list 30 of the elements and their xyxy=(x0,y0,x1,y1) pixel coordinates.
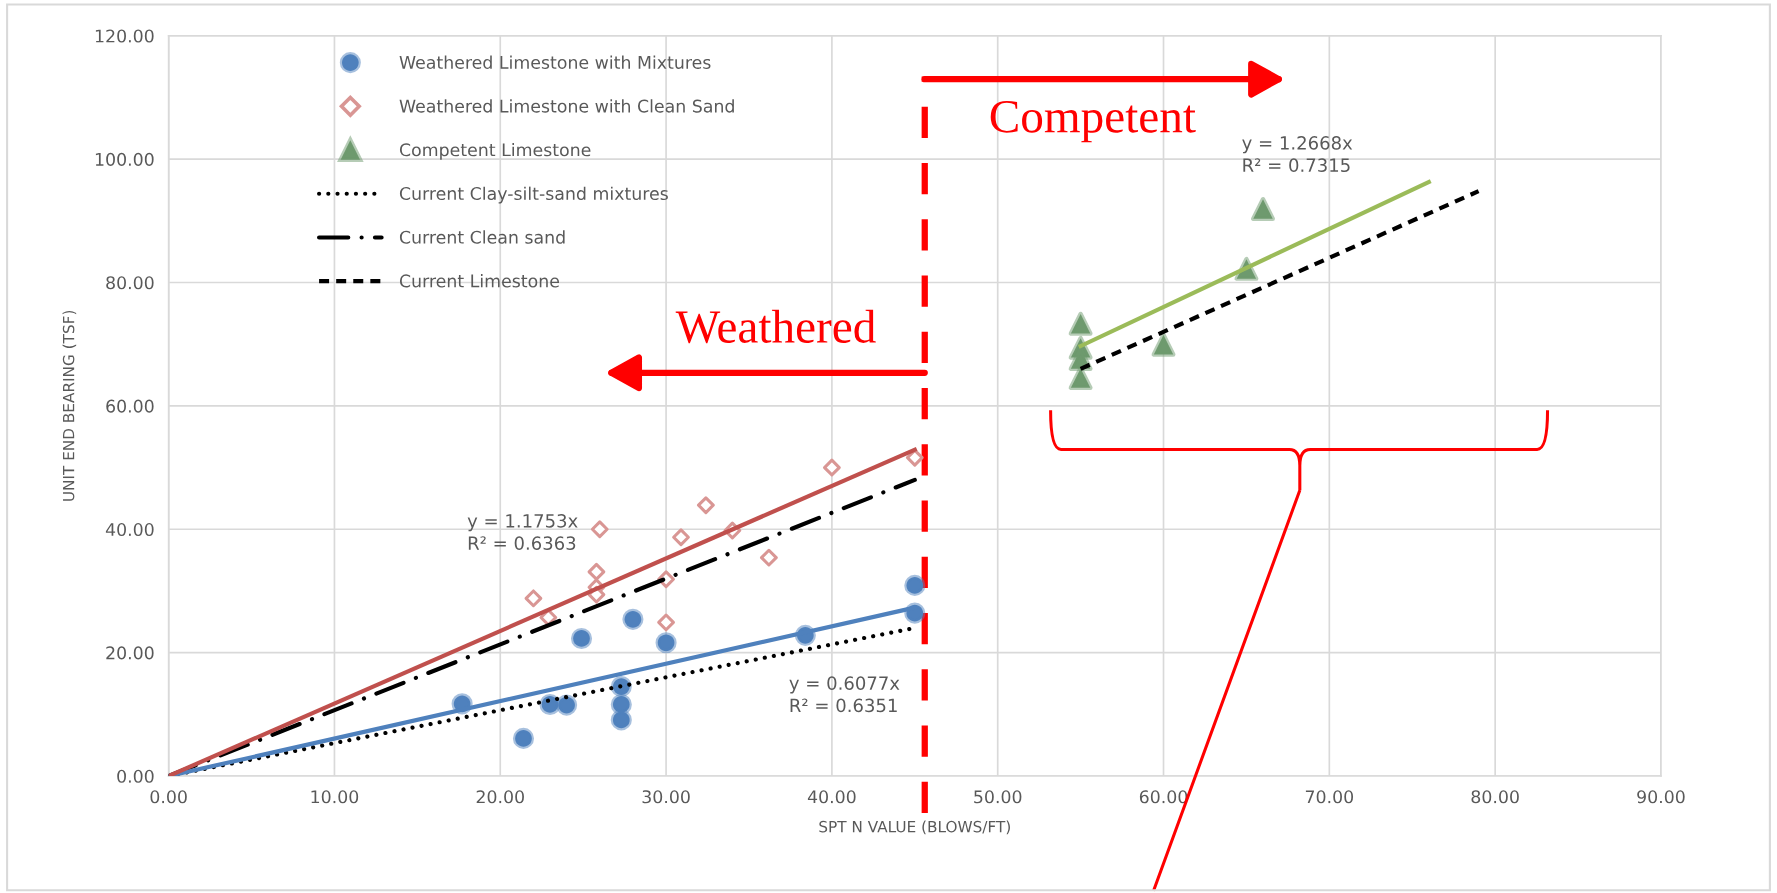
annotation: Weathered xyxy=(675,309,876,344)
x-tick-label: 80.00 xyxy=(1471,790,1519,804)
legend-label: Current Clean sand xyxy=(399,230,565,244)
y-tick-label: 20.00 xyxy=(106,646,154,660)
legend-label: Competent Limestone xyxy=(399,142,591,160)
legend-label: Current Limestone xyxy=(399,274,559,288)
x-tick-label: 0.00 xyxy=(150,790,187,804)
x-axis-title: SPT N VALUE (BLOWS/FT) xyxy=(819,820,1010,835)
annotation: y = 1.1753x R² = 0.6363 xyxy=(467,514,578,550)
x-tick-label: 60.00 xyxy=(1139,790,1188,804)
annotation: y = 0.6077x R² = 0.6351 xyxy=(789,676,900,713)
x-tick-label: 30.00 xyxy=(642,790,690,804)
x-tick-label: 70.00 xyxy=(1305,790,1354,804)
x-tick-label: 40.00 xyxy=(807,790,856,804)
annotation: Competent xyxy=(990,100,1196,143)
y-tick-label: 40.00 xyxy=(105,522,154,537)
y-axis-title: UNIT END BEARING (TSF) xyxy=(62,310,77,501)
annotation: y = 1.2668x R² = 0.7315 xyxy=(1242,136,1353,173)
x-tick-label: 10.00 xyxy=(311,790,359,804)
x-tick-label: 20.00 xyxy=(476,790,524,804)
x-tick-label: 90.00 xyxy=(1637,790,1685,804)
legend-label: Weathered Limestone with Mixtures xyxy=(399,55,711,69)
x-tick-label: 50.00 xyxy=(974,790,1022,804)
y-tick-label: 120.00 xyxy=(95,29,154,43)
y-tick-label: 100.00 xyxy=(95,152,154,166)
y-tick-label: 80.00 xyxy=(106,276,154,290)
legend-label: Current Clay-silt-sand mixtures xyxy=(399,186,668,204)
y-tick-label: 0.00 xyxy=(117,769,154,783)
y-tick-label: 60.00 xyxy=(106,399,154,413)
legend-label: Weathered Limestone with Clean Sand xyxy=(399,99,734,113)
